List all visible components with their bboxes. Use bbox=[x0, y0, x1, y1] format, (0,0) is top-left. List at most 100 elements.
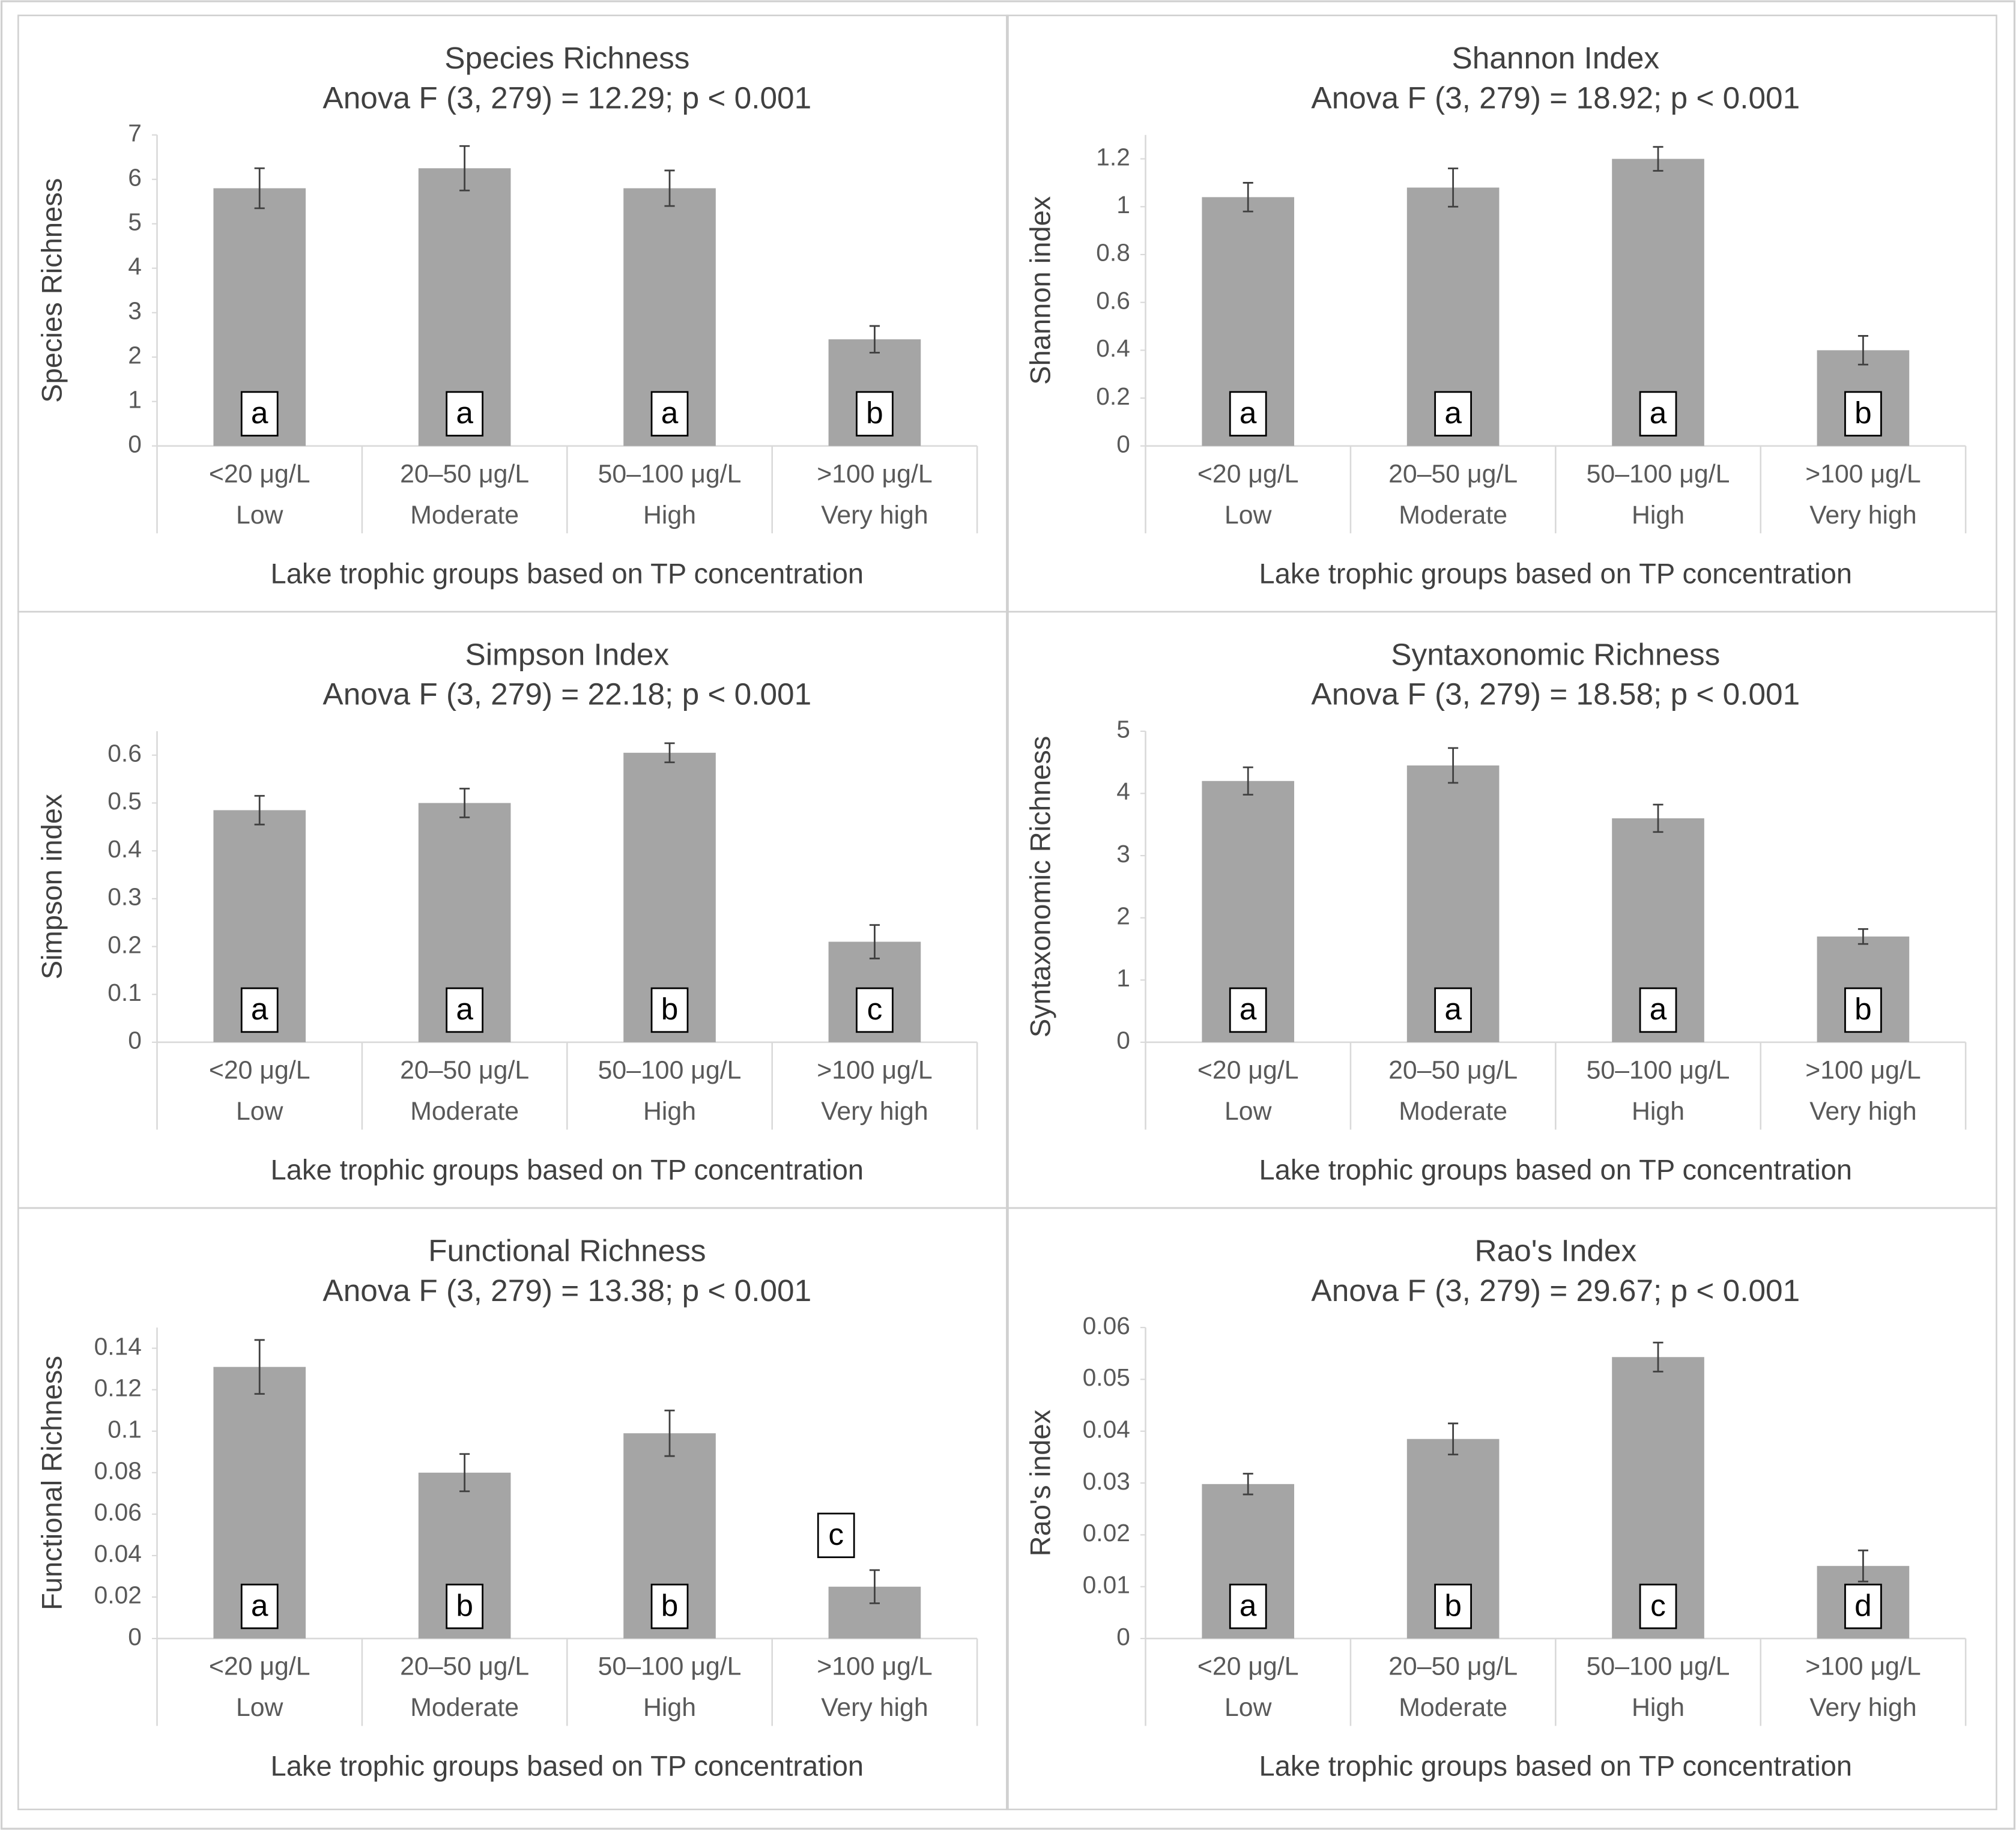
letter-box bbox=[240, 391, 279, 437]
x-tick-label: >100 μg/L bbox=[1805, 1055, 1921, 1084]
error-bar bbox=[1653, 146, 1663, 172]
y-tick-label: 2 bbox=[1116, 902, 1130, 929]
x-tick-label: 20–50 μg/L bbox=[400, 459, 529, 488]
letter-box bbox=[650, 987, 689, 1033]
y-tick-label: 0.08 bbox=[94, 1457, 142, 1485]
error-bar bbox=[869, 325, 880, 354]
x-tick-label: Moderate bbox=[410, 1693, 519, 1722]
chart-subtitle: Anova F (3, 279) = 29.67; p < 0.001 bbox=[1311, 1273, 1800, 1308]
significance-letter: a bbox=[1240, 395, 1257, 430]
x-tick-label: >100 μg/L bbox=[817, 1055, 932, 1084]
x-tick-label: Very high bbox=[821, 1693, 928, 1722]
significance-letter: a bbox=[251, 395, 268, 430]
error-bar bbox=[1653, 1341, 1663, 1372]
y-tick-label: 0.4 bbox=[107, 835, 142, 863]
y-tick-label: 0 bbox=[1116, 430, 1130, 458]
significance-letter: a bbox=[1650, 395, 1667, 430]
x-tick-label: 50–100 μg/L bbox=[1587, 459, 1730, 488]
significance-letter: b bbox=[1854, 395, 1872, 430]
x-tick-label: Very high bbox=[1809, 1693, 1916, 1722]
y-tick-label: 0.2 bbox=[1096, 382, 1130, 410]
letter-box bbox=[446, 391, 483, 437]
y-axis-label: Shannon index bbox=[1025, 196, 1056, 385]
x-tick-label: High bbox=[1632, 501, 1685, 530]
y-tick-label: 1 bbox=[128, 385, 142, 413]
letter-box bbox=[1639, 987, 1677, 1033]
error-bar bbox=[664, 742, 675, 764]
error-bar bbox=[869, 1569, 880, 1604]
y-axis-label: Functional Richness bbox=[36, 1356, 68, 1610]
significance-letter: b bbox=[866, 395, 883, 430]
letter-box bbox=[1844, 1583, 1882, 1629]
x-tick-label: 20–50 μg/L bbox=[1388, 1055, 1518, 1084]
x-tick-label: <20 μg/L bbox=[1197, 1652, 1299, 1681]
x-tick-label: <20 μg/L bbox=[1197, 1055, 1299, 1084]
letter-box bbox=[817, 1512, 855, 1559]
y-tick-label: 0.2 bbox=[107, 931, 142, 958]
y-tick-label: 0 bbox=[1116, 1027, 1130, 1054]
x-tick-label: Low bbox=[1224, 1097, 1273, 1126]
letter-box bbox=[446, 987, 483, 1033]
significance-letter: a bbox=[1240, 991, 1257, 1026]
letter-box bbox=[650, 391, 689, 437]
y-tick-label: 0.4 bbox=[1096, 334, 1130, 362]
x-axis-label: Lake trophic groups based on TP concentr… bbox=[271, 557, 864, 589]
y-tick-label: 0 bbox=[128, 430, 142, 458]
letter-box bbox=[1229, 1583, 1267, 1629]
error-bar bbox=[664, 1409, 675, 1457]
x-tick-label: 50–100 μg/L bbox=[1587, 1055, 1730, 1084]
x-tick-label: 20–50 μg/L bbox=[400, 1055, 529, 1084]
panel-border bbox=[1006, 1207, 1997, 1811]
y-tick-label: 0.03 bbox=[1083, 1467, 1130, 1495]
x-tick-label: Very high bbox=[1809, 1097, 1916, 1126]
error-bar bbox=[1857, 335, 1868, 366]
x-tick-label: 20–50 μg/L bbox=[1388, 1652, 1518, 1681]
error-bar bbox=[1448, 1422, 1459, 1455]
x-tick-label: High bbox=[643, 501, 696, 530]
significance-letter: a bbox=[251, 991, 268, 1026]
chart-title: Rao's Index bbox=[1475, 1233, 1637, 1268]
x-axis-label: Lake trophic groups based on TP concentr… bbox=[1259, 557, 1853, 589]
y-tick-label: 0.04 bbox=[1083, 1415, 1130, 1443]
x-tick-label: 50–100 μg/L bbox=[1587, 1652, 1730, 1681]
y-tick-label: 0.1 bbox=[107, 979, 142, 1006]
letter-box bbox=[1639, 391, 1677, 437]
x-tick-label: Very high bbox=[821, 1097, 928, 1126]
x-tick-label: High bbox=[643, 1693, 696, 1722]
y-tick-label: 7 bbox=[128, 119, 142, 146]
letter-box bbox=[856, 391, 894, 437]
chart-subtitle: Anova F (3, 279) = 22.18; p < 0.001 bbox=[322, 677, 811, 711]
chart-title: Shannon Index bbox=[1452, 40, 1660, 75]
letter-box bbox=[1229, 391, 1267, 437]
significance-letter: a bbox=[1444, 395, 1462, 430]
significance-letter: b bbox=[1854, 991, 1872, 1026]
y-axis-label: Species Richness bbox=[36, 178, 68, 403]
y-tick-label: 0.5 bbox=[107, 787, 142, 815]
x-tick-label: Moderate bbox=[410, 1097, 519, 1126]
error-bar bbox=[1448, 747, 1459, 784]
y-tick-label: 0.6 bbox=[1096, 286, 1130, 314]
x-axis-label: Lake trophic groups based on TP concentr… bbox=[271, 1750, 864, 1782]
y-tick-label: 0.3 bbox=[107, 883, 142, 911]
y-tick-label: 0.06 bbox=[1083, 1312, 1130, 1339]
letter-box bbox=[240, 987, 279, 1033]
significance-letter: c bbox=[1650, 1587, 1666, 1622]
letter-box bbox=[1434, 987, 1472, 1033]
y-tick-label: 0.02 bbox=[94, 1581, 142, 1609]
x-tick-label: Low bbox=[236, 1693, 284, 1722]
error-bar bbox=[1653, 803, 1663, 833]
error-bar bbox=[459, 145, 470, 192]
x-tick-label: High bbox=[1632, 1693, 1685, 1722]
significance-letter: a bbox=[1240, 1587, 1257, 1622]
y-tick-label: 5 bbox=[1116, 716, 1130, 743]
significance-letter: a bbox=[456, 395, 473, 430]
x-tick-label: Low bbox=[236, 1097, 284, 1126]
x-tick-label: 50–100 μg/L bbox=[598, 459, 742, 488]
x-tick-label: 50–100 μg/L bbox=[598, 1055, 742, 1084]
significance-letter: b bbox=[661, 991, 679, 1026]
x-tick-label: >100 μg/L bbox=[817, 1652, 932, 1681]
letter-box bbox=[240, 1583, 279, 1629]
y-tick-label: 1.2 bbox=[1096, 143, 1130, 171]
